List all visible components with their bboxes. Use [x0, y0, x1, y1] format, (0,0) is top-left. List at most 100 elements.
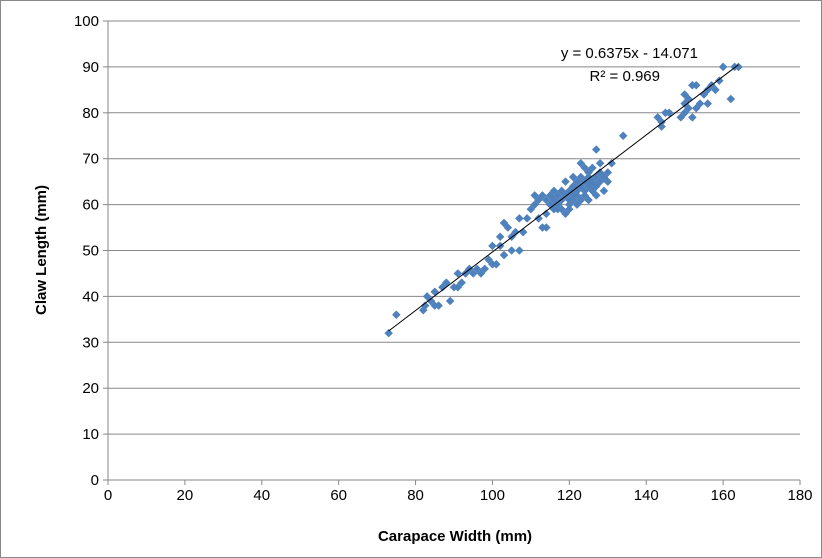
data-point	[453, 269, 463, 278]
data-point	[688, 113, 697, 122]
y-tick-label: 10	[82, 426, 99, 443]
y-tick-label: 30	[82, 334, 99, 351]
data-point	[561, 177, 570, 187]
data-point	[438, 282, 447, 292]
data-point	[526, 204, 536, 214]
data-point	[507, 246, 517, 255]
data-point	[541, 223, 551, 232]
data-point	[511, 227, 520, 237]
data-point	[549, 186, 559, 196]
tick-labels: 0 10 20 30 40 50 60 70 80 90 100 0 20 40 60 80 100 120 140…	[74, 13, 813, 504]
data-point	[684, 103, 693, 113]
y-tick-label: 70	[82, 151, 99, 168]
data-point	[576, 172, 586, 182]
data-point	[580, 163, 590, 173]
data-point	[599, 186, 609, 196]
data-point	[576, 181, 586, 191]
data-point	[476, 269, 486, 278]
data-point	[422, 292, 432, 301]
data-point	[557, 186, 566, 196]
data-point	[453, 282, 463, 292]
data-point	[726, 94, 736, 104]
data-point	[545, 191, 555, 200]
trendline	[388, 64, 739, 332]
data-point	[568, 172, 578, 182]
data-point	[503, 223, 513, 232]
data-point	[676, 113, 686, 122]
data-point	[480, 264, 490, 274]
data-point	[691, 103, 701, 113]
data-point	[618, 131, 628, 141]
data-point	[653, 113, 663, 122]
data-point	[588, 186, 597, 196]
data-point	[522, 214, 532, 223]
data-point	[499, 218, 509, 228]
data-point	[572, 177, 582, 187]
data-point	[484, 255, 493, 265]
data-point	[691, 80, 701, 90]
data-point	[695, 99, 705, 108]
data-point	[711, 85, 720, 95]
x-tick-label: 40	[253, 487, 270, 504]
data-point	[384, 328, 393, 338]
data-point	[680, 108, 690, 118]
data-point	[714, 76, 724, 86]
y-tick-label: 100	[74, 13, 99, 30]
data-point	[607, 158, 616, 168]
y-tick-label: 50	[82, 243, 99, 260]
data-point	[426, 296, 436, 306]
data-point	[434, 301, 443, 310]
x-tick-label: 120	[557, 487, 582, 504]
trendline-equation: y = 0.6375x - 14.071	[561, 45, 698, 62]
y-axis-title: Claw Length (mm)	[33, 185, 50, 315]
y-tick-label: 0	[91, 472, 99, 489]
data-point	[457, 278, 467, 287]
data-point	[591, 181, 601, 191]
x-tick-label: 100	[480, 487, 505, 504]
data-point	[541, 195, 551, 205]
data-point	[530, 200, 540, 209]
y-tick-label: 90	[82, 59, 99, 76]
data-point	[515, 246, 524, 255]
x-tick-label: 60	[330, 487, 347, 504]
data-point	[553, 191, 563, 200]
x-tick-label: 140	[634, 487, 659, 504]
x-tick-label: 180	[787, 487, 812, 504]
y-tick-label: 40	[82, 288, 99, 305]
data-point	[680, 99, 690, 108]
data-point	[534, 214, 543, 223]
data-point	[538, 191, 547, 200]
data-point	[564, 204, 574, 214]
data-point	[595, 158, 605, 168]
data-point	[568, 195, 578, 205]
data-point	[515, 214, 524, 223]
data-point	[468, 269, 478, 278]
data-point	[534, 195, 543, 205]
data-point	[530, 191, 540, 200]
axes	[103, 20, 801, 485]
data-point	[584, 172, 593, 182]
data-point	[595, 177, 605, 187]
data-point	[603, 168, 613, 177]
data-point	[703, 99, 713, 108]
x-axis-title: Carapace Width (mm)	[378, 528, 532, 545]
data-point	[495, 232, 505, 242]
data-point	[499, 250, 509, 260]
y-tick-label: 60	[82, 197, 99, 214]
data-point	[599, 172, 609, 182]
data-point	[703, 85, 713, 95]
data-point	[734, 62, 743, 72]
data-point	[603, 177, 613, 187]
data-point	[576, 195, 586, 205]
data-point	[445, 296, 455, 306]
gridlines	[108, 20, 800, 435]
data-point	[591, 145, 601, 154]
data-point	[718, 62, 728, 72]
data-point	[595, 168, 605, 177]
data-point	[420, 301, 430, 310]
data-point	[557, 204, 566, 214]
data-point	[588, 163, 597, 173]
data-point	[584, 195, 593, 205]
